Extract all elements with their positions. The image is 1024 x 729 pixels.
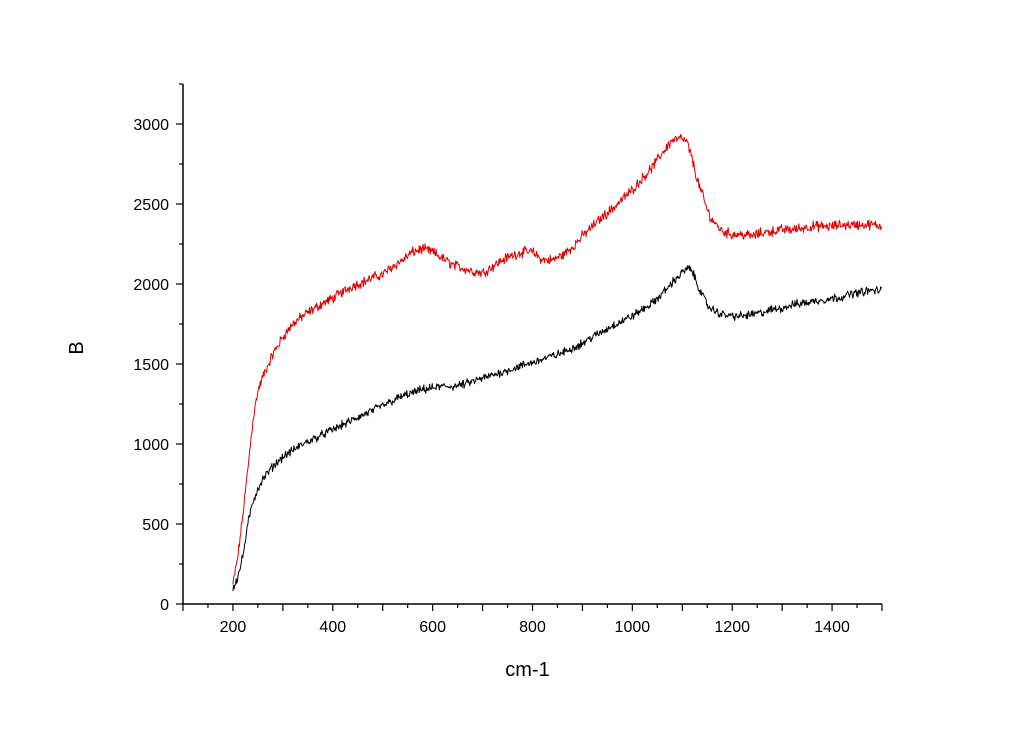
- y-tick-label: 500: [142, 517, 169, 534]
- y-tick-label: 0: [160, 597, 169, 614]
- x-tick-label: 1000: [615, 619, 651, 636]
- y-tick-label: 2000: [133, 277, 169, 294]
- x-tick-label: 400: [319, 619, 346, 636]
- y-tick-label: 3000: [133, 117, 169, 134]
- series-line-1: [232, 133, 883, 585]
- y-tick-label: 2500: [133, 197, 169, 214]
- x-tick-label: 1200: [714, 619, 750, 636]
- x-tick-label: 800: [519, 619, 546, 636]
- x-axis-title: cm-1: [505, 659, 549, 681]
- y-tick-label: 1000: [133, 437, 169, 454]
- plot-lines: [232, 133, 883, 592]
- series-line-2: [232, 265, 883, 592]
- axes: 200 400 600 800 1000 1200 1400 0 500 1000 1500 2000…: [133, 83, 883, 636]
- x-tick-label: 1400: [814, 619, 850, 636]
- y-tick-label: 1500: [133, 357, 169, 374]
- y-axis-title: B: [66, 341, 88, 354]
- x-tick-label: 200: [220, 619, 247, 636]
- x-tick-label: 600: [419, 619, 446, 636]
